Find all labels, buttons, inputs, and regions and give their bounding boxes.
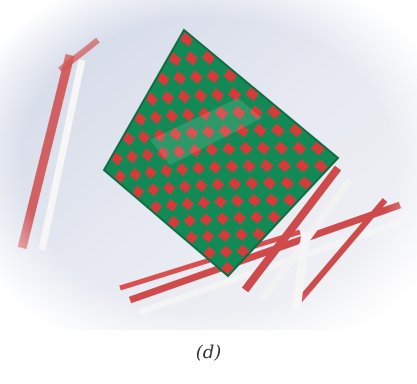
figure-caption: (d)	[195, 342, 222, 363]
photo-vignette	[0, 0, 417, 330]
woven-mat-photo	[0, 0, 417, 330]
